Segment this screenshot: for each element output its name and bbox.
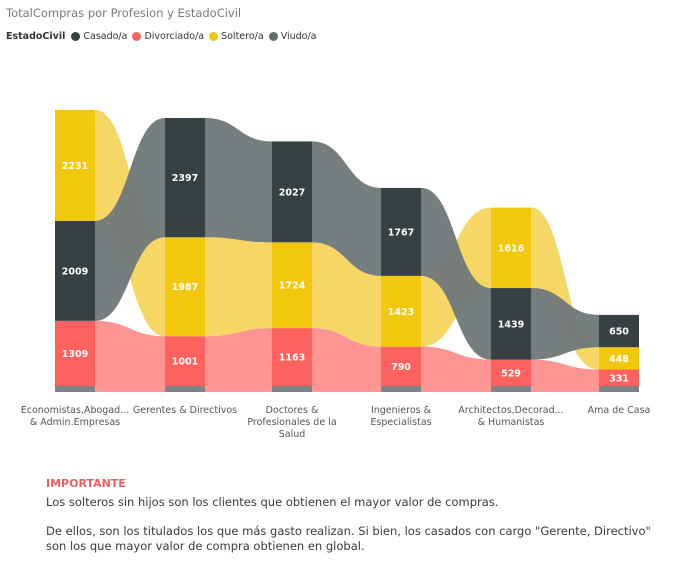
baseline-tick [491,386,531,392]
legend-label-viudo: Viudo/a [280,31,317,42]
bar-segment-soltero [272,242,312,329]
data-label: 1001 [172,357,198,368]
category-label: Architectos,Decorad... & Humanistas [458,405,563,428]
baseline-tick [599,386,639,392]
stack-column[interactable]: 1001 1987 2397 [165,117,205,386]
bar-segment-casado [165,117,205,238]
legend: EstadoCivil Casado/a Divorciado/a Solter… [6,31,322,42]
ribbon-casado [95,117,165,321]
data-label: 1724 [279,281,306,292]
legend-item-soltero[interactable]: Soltero/a [209,31,264,42]
data-label: 650 [609,327,629,338]
baseline-tick [381,386,421,392]
data-label: 2027 [279,187,305,198]
stack-column[interactable]: 1309 2009 2231 [55,109,95,386]
ribbon-divorciado [531,359,599,386]
ribbon-casado [421,187,491,360]
bar-segment-casado [599,314,639,348]
legend-item-viudo[interactable]: Viudo/a [268,31,317,42]
stack-column[interactable]: 790 1423 1767 [381,187,421,386]
legend-label-divorciado: Divorciado/a [144,31,205,42]
category-label: Gerentes & Directivos [133,405,237,416]
data-label: 2397 [172,173,198,184]
bar-segment-divorciado [55,320,95,386]
data-label: 1616 [498,243,525,254]
data-label: 1439 [498,319,524,330]
ribbon-casado [205,117,272,243]
bar-segment-soltero [599,347,639,370]
baseline-tick [55,386,95,392]
legend-label-soltero: Soltero/a [221,31,264,42]
legend-dot-viudo [268,32,278,41]
ribbon-divorciado [205,328,272,386]
data-label: 2231 [62,161,88,172]
category-label: Ingenieros & Especialistas [370,405,431,428]
bar-segment-soltero [165,237,205,337]
data-label: 1987 [172,282,198,293]
legend-title: EstadoCivil [6,31,66,42]
legend-item-divorciado[interactable]: Divorciado/a [132,31,204,42]
data-label: 448 [609,354,629,365]
chart-title: TotalCompras por Profesion y EstadoCivil [6,6,242,20]
ribbon-divorciado [95,320,165,386]
legend-dot-soltero [209,32,219,41]
bar-segment-casado [491,288,531,360]
ribbon-soltero [205,237,272,337]
stack-column[interactable]: 529 1439 1616 [491,207,531,386]
baseline-tick [165,386,205,392]
data-label: 331 [609,373,629,384]
data-label: 1163 [279,353,305,364]
data-label: 1309 [62,349,88,360]
ribbon-soltero [531,207,599,370]
bar-segment-casado [272,141,312,243]
ribbons [95,109,599,386]
data-label: 790 [391,362,411,373]
data-label: 1423 [388,307,414,318]
bar-segment-divorciado [272,328,312,386]
legend-label-casado: Casado/a [83,31,128,42]
baseline-strip [55,386,639,392]
bar-segment-soltero [491,207,531,289]
data-label: 529 [501,368,521,379]
ribbon-divorciado [312,328,381,386]
bar-segment-soltero [381,275,421,347]
bar-segment-soltero [55,109,95,221]
category-label: Ama de Casa [588,405,651,416]
bar-segment-casado [381,187,421,276]
legend-item-casado[interactable]: Casado/a [71,31,127,42]
data-label: 2009 [62,266,88,277]
ribbon-casado [312,141,381,276]
legend-dot-casado [71,32,81,41]
ribbon-casado [531,288,599,360]
important-note: IMPORTANTE Los solteros sin hijos son lo… [46,476,666,568]
category-label: Economistas,Abogad... & Admin.Empresas [21,405,130,428]
category-label: Doctores & Profesionales de la Salud [247,405,336,440]
note-paragraph-1: Los solteros sin hijos son los clientes … [46,495,499,509]
data-label: 1767 [388,227,414,238]
ribbon-chart: 1309 2009 2231 Economistas,Abogad... & Admin… [21,109,651,440]
stack-column[interactable]: 1163 1724 2027 [272,141,312,386]
note-heading: IMPORTANTE [46,477,126,490]
note-paragraph-2: De ellos, son los titulados los que más … [46,524,651,553]
bar-segment-casado [55,220,95,321]
baseline-tick [272,386,312,392]
legend-dot-divorciado [132,32,142,41]
bar-segment-divorciado [165,336,205,386]
ribbon-soltero [312,242,381,347]
bar-segment-divorciado [381,346,421,386]
bar-segment-divorciado [599,369,639,386]
stack-column[interactable]: 331 448 650 [599,314,639,386]
bar-segment-divorciado [491,359,531,386]
ribbon-divorciado [421,346,491,386]
